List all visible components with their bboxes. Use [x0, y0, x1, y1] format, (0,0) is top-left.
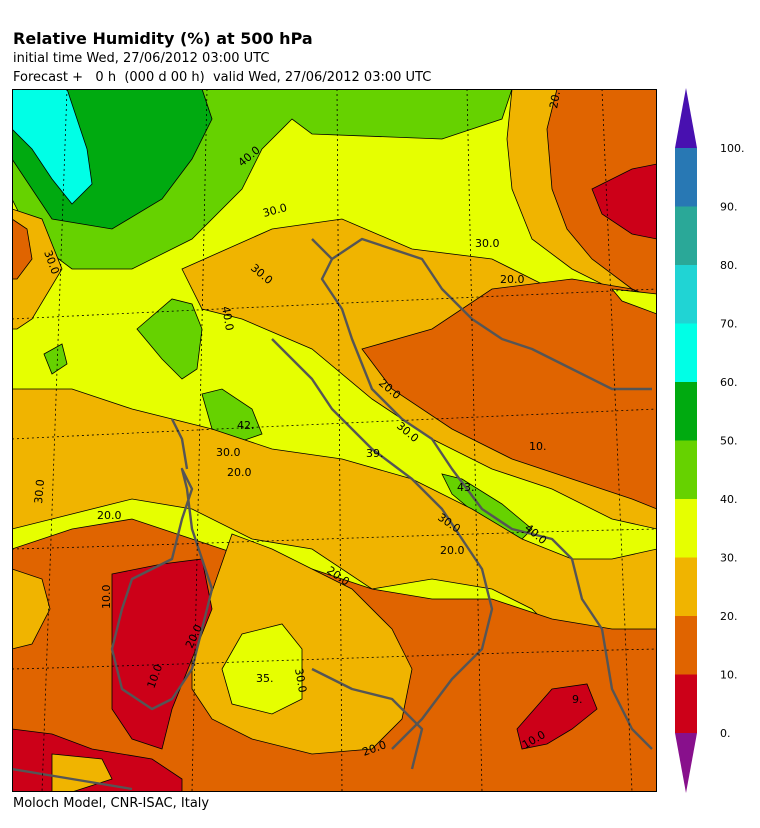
- colorbar-over-triangle: [675, 88, 697, 148]
- colorbar-tick-label: 0.: [720, 727, 731, 740]
- band-40-50-mid: [136, 298, 203, 380]
- contour-label: 20.0: [440, 544, 465, 557]
- contour-label: 30.0: [32, 479, 47, 505]
- band-0-10-southeast: [516, 683, 598, 750]
- colorbar-swatch: [675, 616, 697, 675]
- contour-label: 9.: [572, 693, 583, 706]
- chart-title: Relative Humidity (%) at 500 hPa: [13, 29, 313, 48]
- map-frame: [12, 89, 657, 792]
- band-60-70: [12, 89, 93, 205]
- colorbar-swatches: [675, 88, 697, 793]
- band-20-30-southwest: [12, 568, 51, 650]
- colorbar-swatch: [675, 323, 697, 382]
- band-30-40-east-patch: [611, 288, 657, 315]
- contour-label: 43.: [457, 481, 475, 494]
- contour-label: 30.0: [216, 446, 241, 459]
- colorbar-tick-label: 50.: [720, 435, 738, 448]
- contour-label: 35.: [256, 672, 274, 685]
- colorbar-swatch: [675, 674, 697, 733]
- model-credit: Moloch Model, CNR-ISAC, Italy: [13, 796, 210, 811]
- colorbar-swatch: [675, 557, 697, 616]
- colorbar-ticks: 100. 90. 80. 70. 60. 50. 40. 30. 20. 10. 0.: [720, 142, 745, 740]
- contour-label: 42.: [237, 419, 255, 432]
- contour-label: 20.0: [97, 509, 122, 522]
- colorbar-swatch: [675, 499, 697, 558]
- band-0-10-sardinia: [111, 558, 213, 750]
- contour-label: 20.0: [500, 273, 525, 286]
- colorbar-tick-label: 90.: [720, 201, 738, 214]
- colorbar-tick-label: 80.: [720, 259, 738, 272]
- colorbar: 100. 90. 80. 70. 60. 50. 40. 30. 20. 10. 0.: [675, 88, 745, 793]
- band-40-50-west: [43, 343, 68, 375]
- contour-label: 20.0: [227, 466, 252, 479]
- contour-label: 10.0: [100, 585, 113, 610]
- forecast-valid-label: Forecast + 0 h (000 d 00 h) valid Wed, 2…: [13, 70, 432, 85]
- contour-label: 30.0: [475, 237, 500, 250]
- colorbar-tick-label: 30.: [720, 552, 738, 565]
- colorbar-swatch: [675, 148, 697, 207]
- band-10-20-east: [361, 278, 657, 510]
- colorbar-swatch: [675, 440, 697, 499]
- colorbar-tick-label: 40.: [720, 493, 738, 506]
- humidity-map: 40.0 30.0 30.0 20.0 30.0 40.0 30.0 42. 3…: [12, 89, 657, 792]
- contour-label: 10.: [529, 440, 547, 453]
- band-30-40-south-central: [221, 623, 303, 715]
- colorbar-swatch: [675, 265, 697, 324]
- contour-label: 30.0: [261, 201, 288, 220]
- contour-label: 40.0: [219, 305, 236, 331]
- colorbar-tick-label: 60.: [720, 376, 738, 389]
- graticule: [12, 89, 657, 792]
- colorbar-swatch: [675, 206, 697, 265]
- band-0-10-northeast: [591, 163, 657, 240]
- coastlines: [12, 237, 653, 791]
- colorbar-tick-label: 100.: [720, 142, 745, 155]
- band-20-30-south: [12, 388, 657, 650]
- colorbar-swatch: [675, 382, 697, 441]
- colorbar-tick-label: 20.: [720, 610, 738, 623]
- colorbar-tick-label: 10.: [720, 669, 738, 682]
- initial-time-label: initial time Wed, 27/06/2012 03:00 UTC: [13, 51, 270, 66]
- contour-label: 39.: [366, 447, 384, 460]
- contour-label: 20.: [547, 90, 563, 109]
- band-10-20-west: [12, 218, 33, 280]
- colorbar-under-triangle: [675, 733, 697, 793]
- colorbar-tick-label: 70.: [720, 318, 738, 331]
- contour-label: 30.0: [292, 667, 309, 693]
